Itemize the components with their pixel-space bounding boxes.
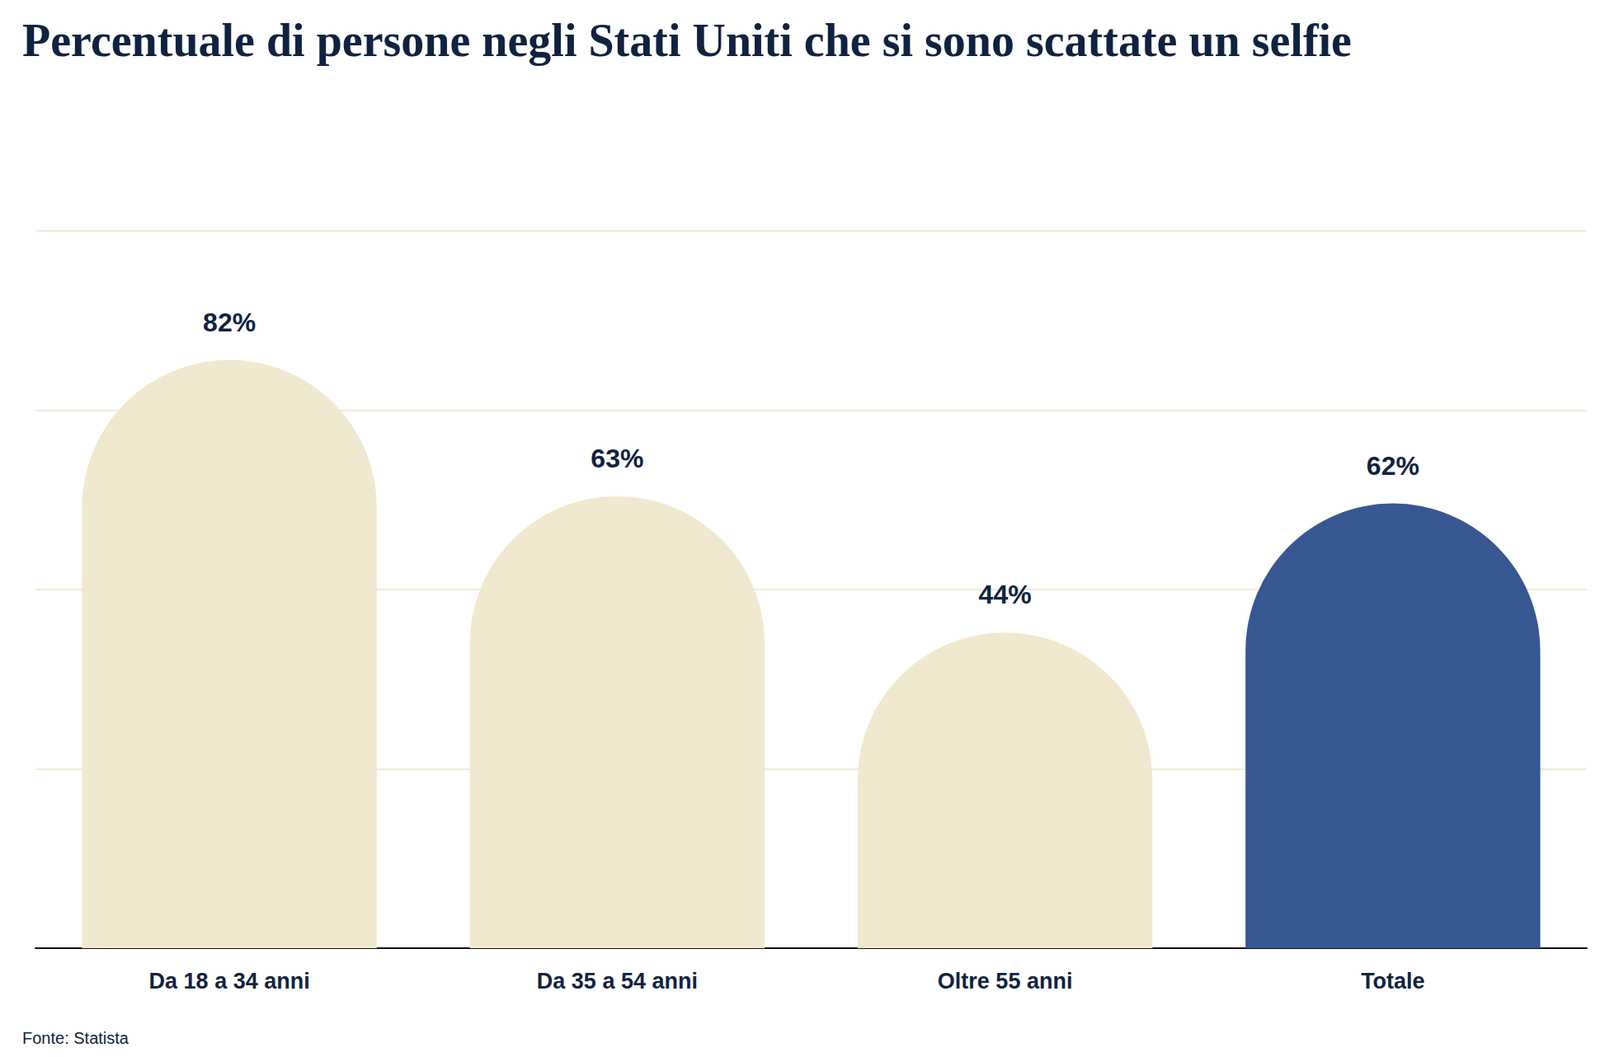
svg-text:63%: 63% <box>590 443 644 474</box>
svg-text:44%: 44% <box>978 579 1032 610</box>
svg-text:Fonte: Statista: Fonte: Statista <box>22 1029 130 1048</box>
svg-text:Oltre 55 anni: Oltre 55 anni <box>937 969 1073 994</box>
svg-text:82%: 82% <box>202 307 256 338</box>
svg-text:Totale: Totale <box>1360 969 1426 994</box>
svg-text:Percentuale di persone negli S: Percentuale di persone negli Stati Uniti… <box>22 14 1352 66</box>
svg-text:Da 35 a 54 anni: Da 35 a 54 anni <box>536 969 698 994</box>
svg-text:Da 18 a 34 anni: Da 18 a 34 anni <box>149 969 311 994</box>
svg-text:62%: 62% <box>1366 451 1420 481</box>
